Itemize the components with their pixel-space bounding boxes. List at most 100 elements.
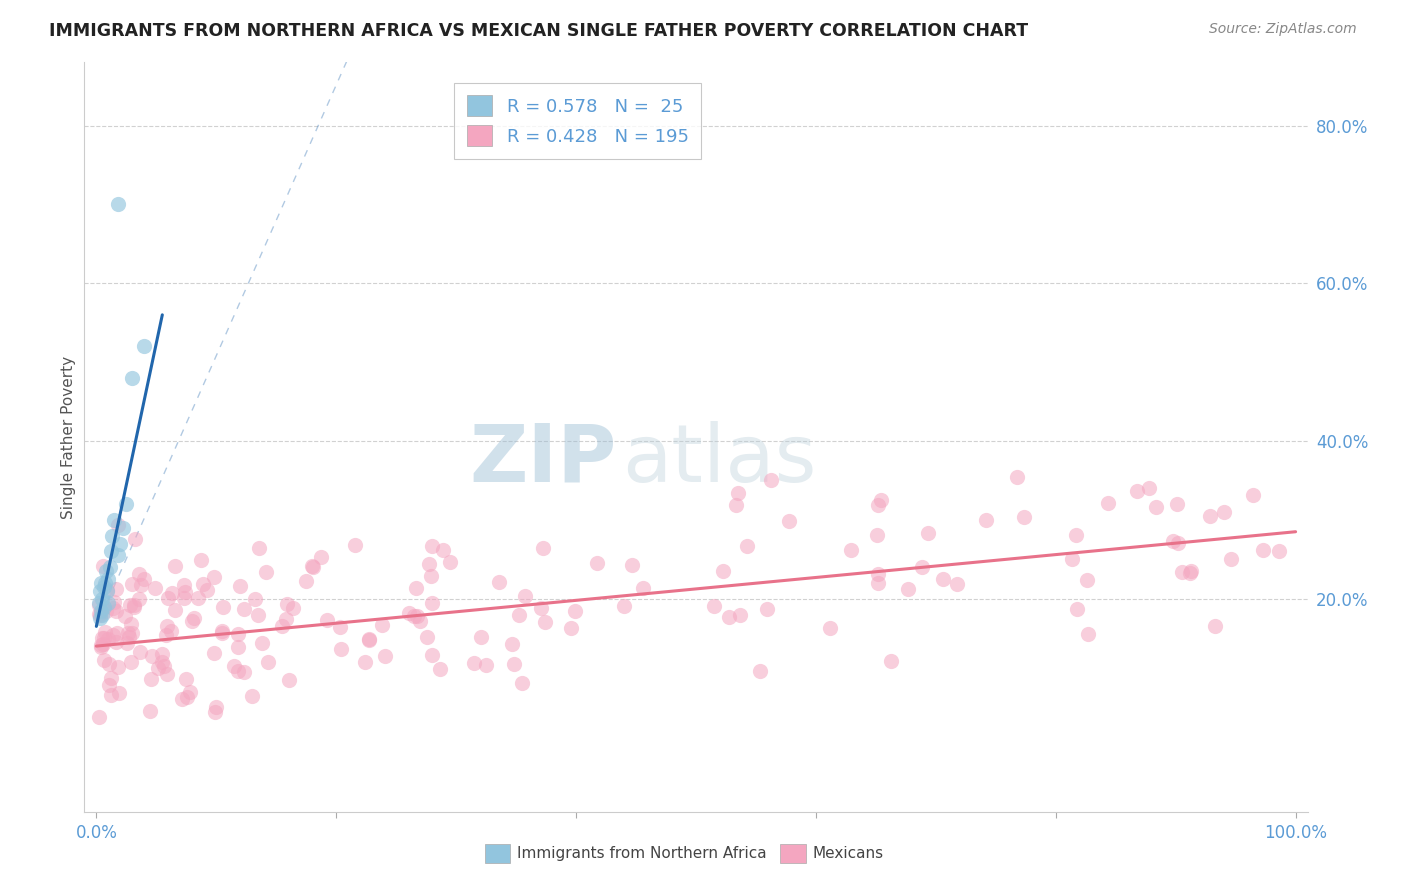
Point	[124, 532, 146, 546]
Point	[1205, 619, 1227, 633]
Point	[114, 609, 136, 624]
Point	[187, 591, 209, 606]
Point	[110, 536, 132, 550]
Point	[748, 664, 770, 678]
Point	[470, 630, 492, 644]
Point	[93, 576, 117, 591]
Point	[117, 626, 139, 640]
Point	[97, 596, 120, 610]
Point	[274, 612, 297, 626]
Point	[93, 653, 115, 667]
Point	[89, 607, 111, 622]
Point	[703, 599, 725, 614]
Point	[755, 601, 778, 615]
Point	[100, 544, 122, 558]
Point	[839, 543, 862, 558]
Point	[93, 631, 115, 645]
Point	[91, 591, 114, 606]
Point	[98, 560, 121, 574]
Point	[226, 640, 249, 654]
Point	[778, 514, 800, 528]
Point	[90, 604, 112, 618]
Point	[87, 598, 110, 612]
Point	[439, 555, 461, 569]
Point	[329, 642, 352, 657]
Point	[759, 473, 782, 487]
Point	[488, 575, 510, 590]
Point	[118, 598, 141, 612]
Point	[115, 497, 138, 511]
Point	[343, 538, 366, 552]
Point	[156, 667, 179, 681]
Point	[160, 624, 183, 639]
Point	[531, 541, 554, 556]
Point	[89, 583, 111, 598]
Point	[276, 597, 298, 611]
Point	[96, 583, 118, 598]
Point	[90, 638, 112, 652]
Point	[87, 596, 110, 610]
Point	[87, 607, 110, 621]
Point	[129, 645, 152, 659]
Point	[357, 633, 380, 648]
Point	[1198, 508, 1220, 523]
Text: Source: ZipAtlas.com: Source: ZipAtlas.com	[1209, 22, 1357, 37]
Point	[162, 586, 184, 600]
Point	[1253, 543, 1275, 558]
Point	[1219, 552, 1241, 566]
Point	[97, 657, 120, 672]
Point	[202, 646, 225, 660]
Point	[252, 636, 274, 650]
Point	[1171, 565, 1194, 579]
Point	[631, 582, 654, 596]
Point	[233, 665, 256, 680]
Point	[315, 613, 337, 627]
Point	[122, 598, 145, 612]
Point	[301, 558, 323, 573]
Point	[179, 685, 201, 699]
Point	[737, 539, 759, 553]
Point	[974, 513, 997, 527]
Point	[243, 591, 266, 606]
Point	[416, 630, 439, 644]
Point	[121, 371, 143, 385]
Point	[278, 673, 301, 688]
Point	[115, 636, 138, 650]
Point	[508, 607, 530, 622]
Point	[404, 609, 426, 624]
Point	[1241, 487, 1264, 501]
Point	[90, 576, 112, 591]
Point	[724, 498, 747, 512]
Point	[190, 552, 212, 566]
Point	[91, 631, 114, 645]
Point	[118, 630, 141, 644]
Point	[111, 521, 134, 535]
Text: IMMIGRANTS FROM NORTHERN AFRICA VS MEXICAN SINGLE FATHER POVERTY CORRELATION CHA: IMMIGRANTS FROM NORTHERN AFRICA VS MEXIC…	[49, 22, 1028, 40]
Point	[728, 608, 751, 623]
Point	[121, 576, 143, 591]
Point	[946, 577, 969, 591]
Point	[818, 621, 841, 635]
Point	[1167, 536, 1189, 550]
Point	[1268, 544, 1291, 558]
Point	[97, 572, 120, 586]
Point	[131, 578, 153, 592]
Point	[96, 583, 118, 598]
Point	[302, 559, 325, 574]
Point	[1161, 533, 1184, 548]
Point	[420, 569, 443, 583]
Point	[89, 611, 111, 625]
Point	[191, 576, 214, 591]
Point	[1064, 528, 1087, 542]
Point	[93, 599, 115, 614]
Point	[93, 580, 115, 594]
Point	[226, 665, 249, 679]
Point	[195, 583, 218, 598]
Point	[1126, 484, 1149, 499]
Point	[270, 619, 292, 633]
Point	[91, 558, 114, 573]
Point	[1097, 496, 1119, 510]
Point	[97, 632, 120, 647]
Point	[105, 626, 128, 640]
Point	[132, 572, 155, 586]
